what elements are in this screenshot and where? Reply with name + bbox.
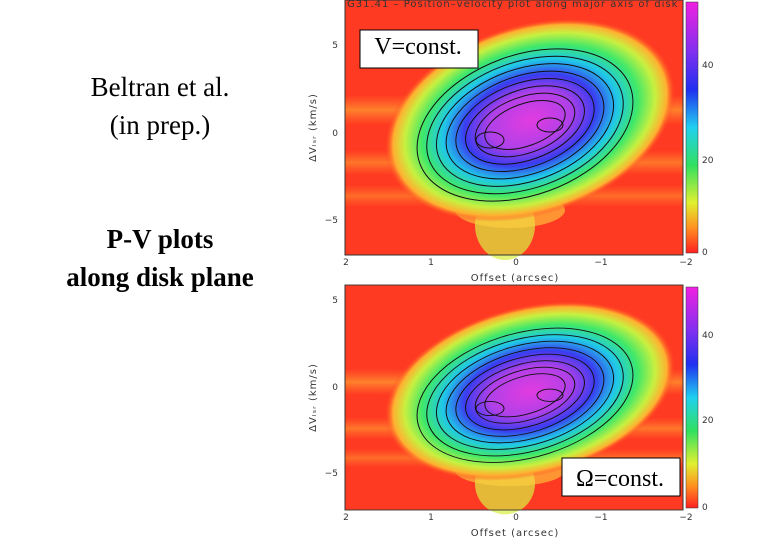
colorbar-tick-label: 20 [702,156,714,166]
x-tick-label: −1 [594,513,607,523]
colorbar [685,286,699,509]
pv-panel: G31.41 – Position–velocity plot along ma… [308,0,714,284]
panels: G31.41 – Position–velocity plot along ma… [308,0,714,539]
x-tick-label: 2 [343,513,349,523]
panel-label: Ω=const. [576,466,664,492]
colorbar [685,1,699,254]
x-tick-label: −2 [679,513,692,523]
y-axis-label: ΔVₗₛᵣ (km/s) [308,363,319,432]
y-tick-label: 0 [332,383,338,393]
colorbar-tick-label: 0 [702,248,708,258]
colorbar-tick-label: 20 [702,416,714,426]
x-axis-label: Offset (arcsec) [471,528,560,539]
x-tick-label: 0 [513,258,519,268]
y-axis-label: ΔVₗₛᵣ (km/s) [308,93,319,162]
y-tick-label: −5 [325,216,338,226]
caption-line: along disk plane [66,262,254,292]
x-tick-label: 1 [428,513,434,523]
x-axis-label: Offset (arcsec) [471,273,560,284]
pv-panel: 5 0 −5 2 1 0 −1 −2 40 20 0 Offset (arcsec) ΔVₗₛᵣ (km… [308,269,714,539]
y-tick-label: 5 [332,41,338,51]
label-box [561,457,681,497]
x-tick-label: 1 [428,258,434,268]
caption-line: P-V plots [107,224,214,254]
x-tick-label: 0 [513,513,519,523]
panel-label: V=const. [374,34,462,60]
colorbar-tick-label: 40 [702,61,714,71]
colorbar-tick-label: 40 [702,331,714,341]
citation-line: (in prep.) [110,110,210,140]
colorbar-tick-label: 0 [702,503,708,513]
x-tick-label: −1 [594,258,607,268]
x-tick-label: −2 [679,258,692,268]
y-tick-label: −5 [325,469,338,479]
y-tick-label: 5 [332,296,338,306]
plot-title: G31.41 – Position–velocity plot along ma… [347,0,678,10]
y-tick-label: 0 [332,129,338,139]
x-tick-label: 2 [343,258,349,268]
citation-line: Beltran et al. [91,72,230,102]
label-box [359,29,479,69]
